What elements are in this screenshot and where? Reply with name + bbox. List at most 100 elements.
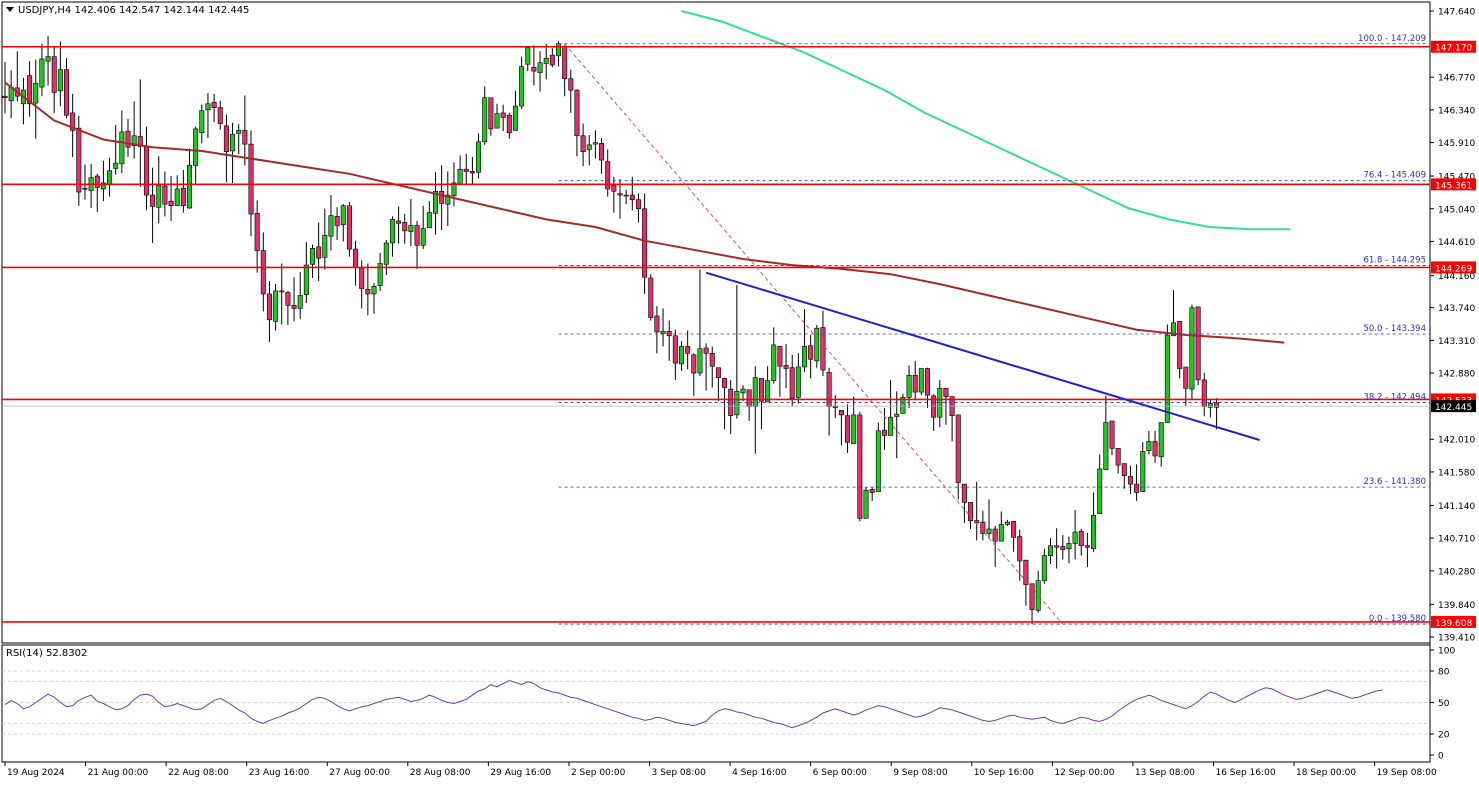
candle-body <box>260 250 266 295</box>
candle-body <box>685 346 691 354</box>
candle-body <box>722 378 728 388</box>
candle-body <box>1214 402 1220 408</box>
candle-body <box>808 345 814 360</box>
candle-body <box>648 277 654 318</box>
candle-body <box>1091 514 1097 550</box>
candle-body <box>777 346 783 367</box>
time-tick-label: 18 Sep 00:00 <box>1296 768 1356 778</box>
candle-body <box>1127 476 1133 485</box>
candle-body <box>248 143 254 215</box>
time-tick-label: 16 Sep 16:00 <box>1215 768 1275 778</box>
candle-body <box>617 193 623 196</box>
candle-body <box>211 101 217 108</box>
candle-body <box>1134 483 1140 493</box>
candle-body <box>297 295 303 309</box>
candle-body <box>482 97 488 143</box>
candle-body <box>1066 543 1072 550</box>
candle-body <box>131 135 137 146</box>
candle-body <box>230 133 236 152</box>
candle-body <box>543 57 549 64</box>
candle-body <box>795 366 801 398</box>
candle-body <box>992 528 998 542</box>
candle-body <box>568 78 574 91</box>
chevron-down-icon[interactable] <box>6 7 14 12</box>
candle-body <box>611 184 617 192</box>
candle-body <box>70 112 76 131</box>
symbol-ohlc-text: USDJPY,H4 142.406 142.547 142.144 142.44… <box>18 5 249 16</box>
candle-body <box>894 413 900 417</box>
sma-200-line <box>681 10 1291 231</box>
candle-body <box>758 378 764 402</box>
candle-body <box>1115 448 1121 466</box>
price-tag-label: 147.170 <box>1435 44 1472 54</box>
candle-body <box>525 47 531 65</box>
candle-body <box>236 130 242 134</box>
candle-body <box>279 290 285 293</box>
candle-body <box>217 107 223 124</box>
candle-body <box>1078 530 1084 547</box>
candle-body <box>783 365 789 369</box>
candle-body <box>168 200 174 207</box>
candle-body <box>383 242 389 265</box>
candle-body <box>457 168 463 185</box>
rsi-tick-label: 20 <box>1438 731 1450 741</box>
candle-body <box>500 112 506 118</box>
candle-body <box>574 89 580 137</box>
price-tag-label: 139.608 <box>1435 619 1472 629</box>
candle-body <box>156 184 162 208</box>
price-tag <box>1431 178 1476 191</box>
candle-body <box>365 289 371 295</box>
time-tick-label: 19 Sep 08:00 <box>1377 768 1437 778</box>
candle-body <box>371 286 377 295</box>
candle-body <box>635 199 641 210</box>
candle-body <box>439 190 445 204</box>
candle-body <box>1109 420 1115 449</box>
candle-body <box>918 368 924 393</box>
candle-body <box>740 388 746 394</box>
candle-body <box>445 194 451 205</box>
price-tick-label: 146.340 <box>1438 106 1475 116</box>
candle-body <box>1183 366 1189 389</box>
rsi-layer: 100 80 50 20 0 <box>2 647 1455 762</box>
fib-level-label: 76.4 - 145.409 <box>1363 171 1426 181</box>
price-tag <box>1431 261 1476 274</box>
candle-body <box>1103 422 1109 470</box>
price-tag <box>1431 400 1476 413</box>
candle-body <box>180 187 186 207</box>
price-tick-label: 145.470 <box>1438 173 1475 183</box>
candle-body <box>1041 555 1047 582</box>
price-tick-label: 145.910 <box>1438 139 1475 149</box>
candle-body <box>697 348 703 374</box>
candle-body <box>463 168 469 172</box>
candle-body <box>955 414 961 483</box>
rsi-label: RSI(14) 52.8302 <box>6 648 87 659</box>
candle-body <box>100 182 106 190</box>
time-tick-label: 19 Aug 2024 <box>7 768 65 778</box>
candle-body <box>359 267 365 289</box>
time-tick-label: 28 Aug 08:00 <box>410 768 471 778</box>
candle-body <box>832 406 838 408</box>
time-tick-label: 10 Sep 16:00 <box>974 768 1034 778</box>
time-tick-label: 23 Aug 16:00 <box>249 768 310 778</box>
fib-level-label: 50.0 - 143.394 <box>1363 324 1426 334</box>
candle-body <box>900 397 906 414</box>
candle-body <box>654 315 660 333</box>
price-tick-label: 140.710 <box>1438 535 1475 545</box>
candle-body <box>162 185 168 205</box>
horizontal-levels-layer <box>2 45 1430 623</box>
rsi-tick-label: 50 <box>1438 699 1450 709</box>
candle-body <box>562 46 568 79</box>
candle-body <box>734 391 740 416</box>
candle-body <box>1146 441 1152 451</box>
candle-body <box>789 367 795 399</box>
candles-layer <box>2 36 1220 625</box>
candle-body <box>402 222 408 232</box>
candle-body <box>426 212 432 229</box>
candle-body <box>33 82 39 104</box>
price-tick-label: 143.740 <box>1438 304 1475 314</box>
candle-body <box>27 75 33 105</box>
candle-body <box>150 194 156 207</box>
candle-body <box>845 415 851 443</box>
candle-body <box>143 146 149 196</box>
